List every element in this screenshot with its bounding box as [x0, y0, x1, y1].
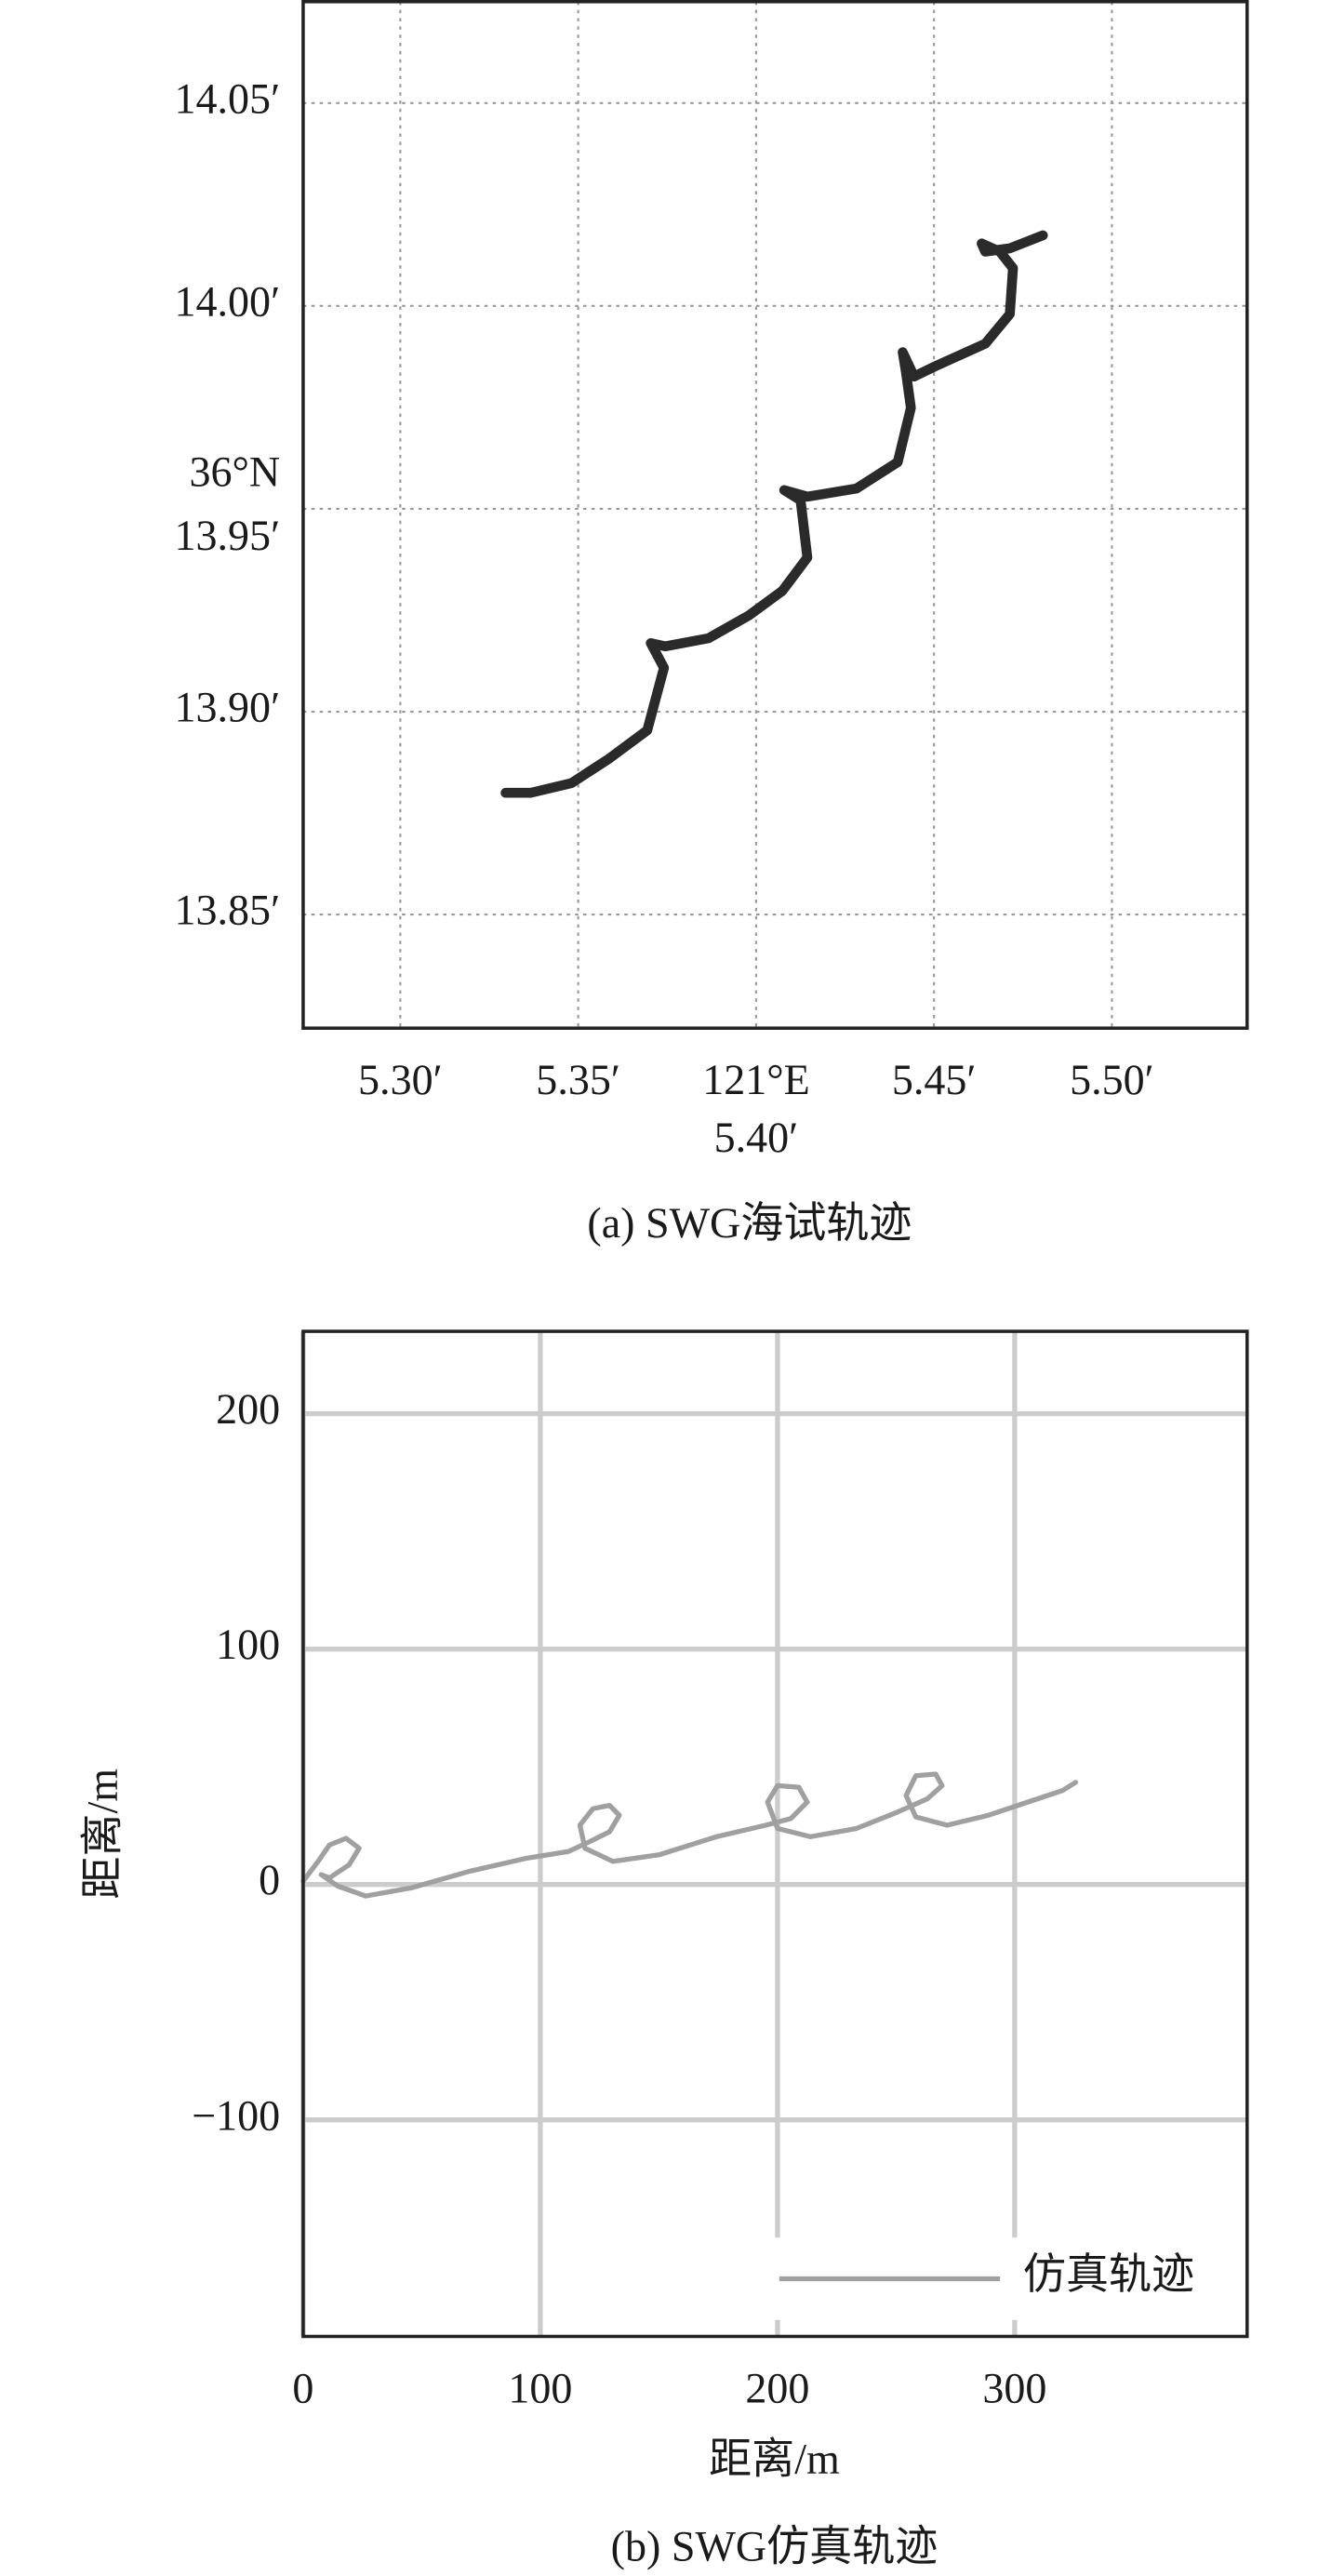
- y-tick-label: 13.90′: [174, 684, 280, 731]
- trajectory: [300, 1771, 1079, 1899]
- trajectory: [500, 230, 1048, 798]
- y-tick-label: −100: [192, 2091, 280, 2139]
- y-axis-label: 距离/m: [79, 1768, 126, 1900]
- y-tick-label: 100: [216, 1621, 280, 1668]
- caption: (a) SWG海试轨迹: [587, 1199, 912, 1247]
- y-tick-label: 0: [259, 1856, 280, 1903]
- x-tick-label: 100: [508, 2364, 572, 2411]
- plot-frame: [301, 0, 1249, 1030]
- x-tick-label: 5.35′: [536, 1056, 620, 1103]
- x-tick-label: 300: [982, 2364, 1046, 2411]
- x-tick-label: 5.50′: [1070, 1056, 1154, 1103]
- legend-label: 仿真轨迹: [1023, 2250, 1194, 2298]
- y-tick-label: 13.95′: [174, 512, 280, 559]
- x-tick-label: 5.40′: [714, 1114, 799, 1161]
- y-tick-label: 14.05′: [174, 74, 280, 122]
- y-tick-label: 200: [216, 1385, 280, 1433]
- x-axis-label: 距离/m: [709, 2435, 840, 2482]
- y-tick-label: 13.85′: [174, 887, 280, 934]
- x-tick-label: 200: [745, 2364, 809, 2411]
- x-axis-label: 121°E: [702, 1056, 810, 1103]
- caption: (b) SWG仿真轨迹: [611, 2522, 939, 2569]
- y-axis-label: 36°N: [189, 447, 280, 495]
- y-tick-label: 14.00′: [174, 277, 280, 325]
- x-tick-label: 5.45′: [892, 1056, 977, 1103]
- x-tick-label: 5.30′: [358, 1056, 443, 1103]
- plot-frame: [301, 1329, 1249, 2339]
- x-tick-label: 0: [292, 2364, 313, 2411]
